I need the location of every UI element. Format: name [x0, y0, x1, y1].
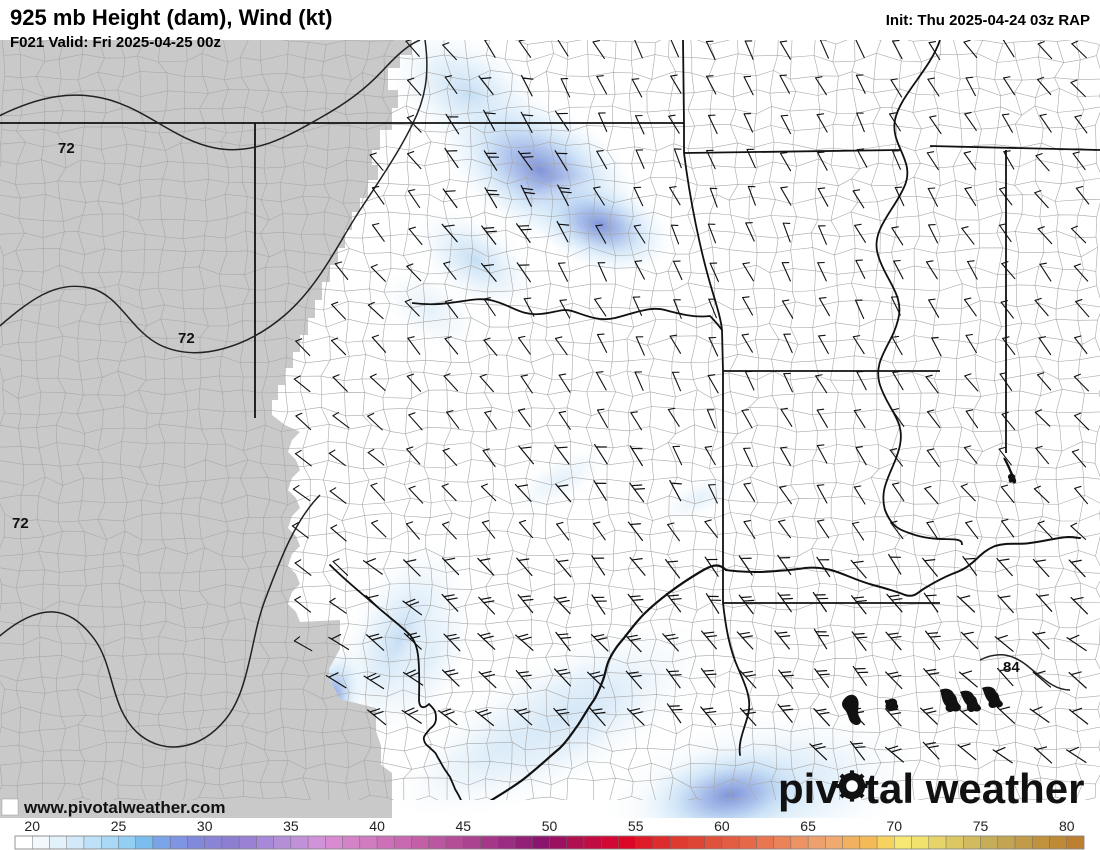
svg-text:72: 72	[12, 515, 29, 532]
svg-text:80: 80	[1059, 818, 1075, 834]
svg-text:30: 30	[197, 818, 213, 834]
svg-text:piv: piv	[778, 765, 839, 812]
svg-text:72: 72	[178, 330, 195, 347]
svg-text:65: 65	[800, 818, 816, 834]
svg-text:25: 25	[111, 818, 127, 834]
svg-text:55: 55	[628, 818, 644, 834]
svg-text:www.pivotalweather.com: www.pivotalweather.com	[23, 798, 226, 817]
svg-text:20: 20	[24, 818, 40, 834]
svg-text:925 mb Height (dam), Wind (kt): 925 mb Height (dam), Wind (kt)	[10, 5, 332, 30]
svg-text:F021 Valid: Fri 2025-04-25 00z: F021 Valid: Fri 2025-04-25 00z	[10, 34, 221, 51]
svg-text:Init: Thu 2025-04-24 03z RAP: Init: Thu 2025-04-24 03z RAP	[886, 12, 1090, 29]
svg-text:70: 70	[887, 818, 903, 834]
svg-text:72: 72	[58, 140, 75, 157]
svg-text:tal weather: tal weather	[865, 765, 1084, 812]
svg-text:35: 35	[283, 818, 299, 834]
svg-text:60: 60	[714, 818, 730, 834]
svg-text:84: 84	[1003, 659, 1020, 676]
svg-text:45: 45	[456, 818, 472, 834]
svg-text:50: 50	[542, 818, 558, 834]
svg-text:75: 75	[973, 818, 989, 834]
svg-text:40: 40	[369, 818, 385, 834]
